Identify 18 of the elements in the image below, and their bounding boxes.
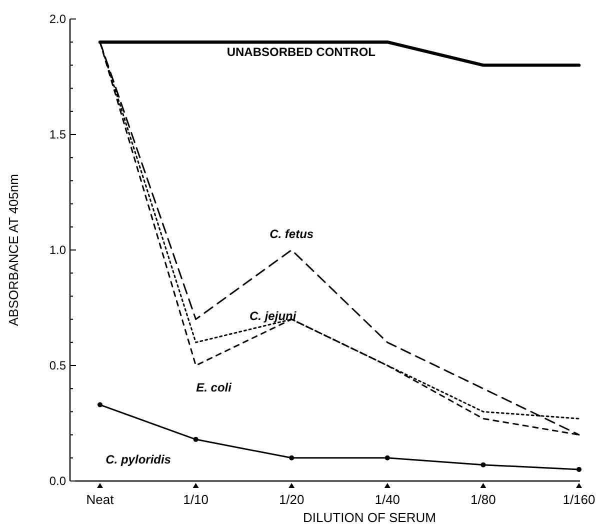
x-tick-label: 1/80 [470, 492, 496, 507]
series-label: E. coli [196, 380, 232, 394]
y-tick-label: 1.5 [49, 128, 66, 142]
x-tick-label: 1/40 [374, 492, 400, 507]
x-tick-label: 1/20 [278, 492, 304, 507]
x-tick-label: 1/10 [183, 492, 208, 507]
series-label: C. pyloridis [106, 452, 172, 467]
series-label: C. jejuni [250, 309, 297, 324]
x-axis-title: DILUTION OF SERUM [303, 510, 436, 525]
y-tick-label: 1.0 [49, 243, 66, 258]
y-tick-label: 0.0 [49, 474, 66, 488]
series-label: C. fetus [270, 227, 314, 241]
series-label: UNABSORBED CONTROL [226, 45, 376, 60]
y-tick-label: 0.5 [49, 358, 66, 373]
x-tick-label: Neat [86, 492, 114, 507]
x-tick-label: 1/160 [562, 492, 596, 507]
y-tick-label: 2.0 [49, 12, 66, 26]
y-axis-title: ABSORBANCE AT 405nm [6, 174, 21, 326]
